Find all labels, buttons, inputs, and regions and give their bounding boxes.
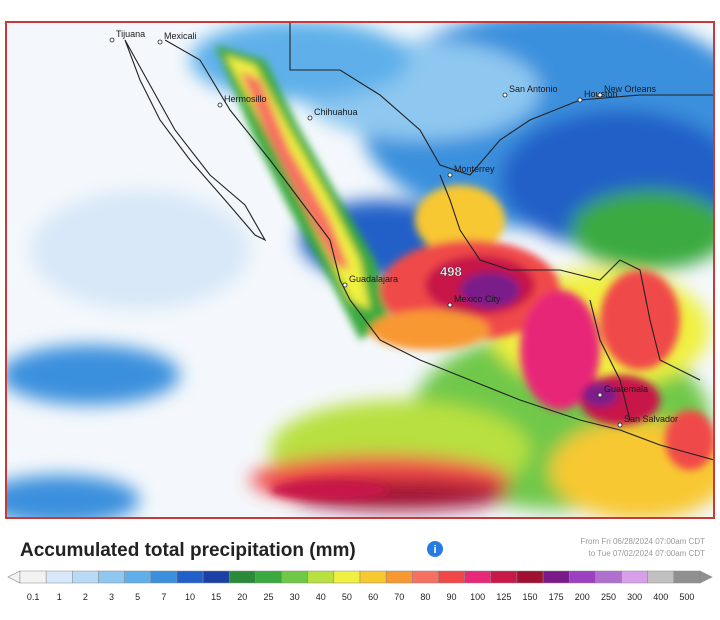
date-from: From Fri 06/28/2024 07:00am CDT [581, 537, 706, 546]
legend-tick-label: 175 [549, 592, 564, 602]
legend-swatch [307, 570, 335, 584]
legend-tick-label: 20 [237, 592, 247, 602]
legend-tick-label: 70 [394, 592, 404, 602]
legend-tick-label: 125 [496, 592, 511, 602]
legend-tick-label: 100 [470, 592, 485, 602]
legend-arrow-right [699, 570, 713, 584]
legend-swatch [595, 570, 622, 584]
legend-swatch [542, 570, 570, 584]
legend-swatch [176, 570, 204, 584]
legend-tick-label: 200 [575, 592, 590, 602]
legend-tick-label: 5 [135, 592, 140, 602]
legend-swatch [333, 570, 361, 584]
color-legend: 0.1 1 2 3 5 7 10 15 20 25 30 40 50 60 70 80 90 100 125 150 1… [7, 570, 713, 602]
city-dot [597, 92, 603, 98]
legend-swatch [98, 570, 125, 584]
city-dot [597, 392, 603, 398]
legend-tick-label: 30 [290, 592, 300, 602]
city-label: Chihuahua [314, 107, 358, 117]
legend-swatch [124, 570, 152, 584]
legend-swatch [385, 570, 413, 584]
legend-tick-label: 80 [420, 592, 430, 602]
city-dot [447, 172, 453, 178]
legend-swatch [72, 570, 99, 584]
city-label: Monterrey [454, 164, 495, 174]
legend-swatch [19, 570, 47, 584]
legend-tick-label: 400 [653, 592, 668, 602]
legend-tick-label: 300 [627, 592, 642, 602]
city-label: Hermosillo [224, 94, 267, 104]
map-frame [5, 21, 715, 519]
info-icon-glyph: i [433, 544, 436, 556]
legend-swatch [516, 570, 544, 584]
legend-tick-label: 60 [368, 592, 378, 602]
legend-swatch [673, 570, 701, 584]
legend-tick-label: 25 [263, 592, 273, 602]
date-to: to Tue 07/02/2024 07:00am CDT [588, 549, 705, 558]
city-label: Guadalajara [349, 274, 398, 284]
city-label: New Orleans [604, 84, 657, 94]
peak-label: 498 [440, 264, 462, 279]
legend-swatch [45, 570, 73, 584]
city-dot [617, 422, 623, 428]
legend-tick-label: 3 [109, 592, 114, 602]
legend-title: Accumulated total precipitation (mm) [20, 540, 356, 561]
precip-field [6, 22, 714, 518]
city-dot [577, 97, 583, 103]
legend-swatch [150, 570, 178, 584]
legend-tick-label: 50 [342, 592, 352, 602]
city-label: Tijuana [116, 29, 145, 39]
city-dot [157, 39, 163, 45]
city-dot [502, 92, 508, 98]
legend-swatch [359, 570, 387, 584]
legend-tick-label: 7 [161, 592, 166, 602]
legend-tick-label: 40 [316, 592, 326, 602]
city-dot [307, 115, 313, 121]
city-dot [109, 37, 115, 43]
legend-tick-label: 10 [185, 592, 195, 602]
legend-tick-label: 150 [522, 592, 537, 602]
legend-swatch [281, 570, 308, 584]
legend-swatch [412, 570, 439, 584]
city-label: Guatemala [604, 384, 648, 394]
legend-swatch [438, 570, 465, 584]
city-label: Mexico City [454, 294, 501, 304]
legend-tick-label: 2 [83, 592, 88, 602]
city-label: San Salvador [624, 414, 678, 424]
legend-swatch [464, 570, 492, 584]
info-icon[interactable] [427, 541, 443, 557]
city-labels: Tijuana Mexicali Hermosillo Chihuahua Monter… [109, 29, 678, 428]
city-dot [447, 302, 453, 308]
legend-swatch [202, 570, 230, 584]
legend-tick-label: 0.1 [27, 592, 40, 602]
legend-tick-label: 250 [601, 592, 616, 602]
legend-swatch [228, 570, 256, 584]
city-label: Mexicali [164, 31, 197, 41]
legend-tick-label: 500 [679, 592, 694, 602]
legend-tick-label: 15 [211, 592, 221, 602]
legend-tick-label: 90 [447, 592, 457, 602]
city-dot [217, 102, 223, 108]
legend-tick-label: 1 [57, 592, 62, 602]
city-dot [342, 282, 348, 288]
legend-swatch [490, 570, 518, 584]
legend-swatch [647, 570, 675, 584]
legend-swatch [255, 570, 282, 584]
legend-swatch [568, 570, 596, 584]
legend-swatch [621, 570, 648, 584]
legend-arrow-left [7, 570, 21, 584]
city-label: San Antonio [509, 84, 558, 94]
